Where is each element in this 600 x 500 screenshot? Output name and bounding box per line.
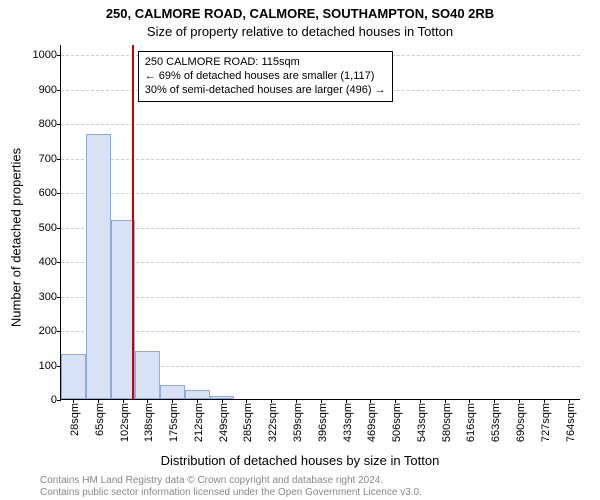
gridline	[61, 262, 580, 263]
xtick-label: 616sqm	[465, 399, 477, 442]
plot-inner: 0100200300400500600700800900100028sqm65s…	[60, 45, 580, 400]
page-subtitle: Size of property relative to detached ho…	[0, 24, 600, 39]
xtick-label: 359sqm	[292, 399, 304, 442]
y-axis-label: Number of detached properties	[9, 48, 24, 428]
plot-area: 0100200300400500600700800900100028sqm65s…	[60, 45, 580, 400]
annotation-line-2: ← 69% of detached houses are smaller (1,…	[145, 70, 386, 84]
ytick-label: 700	[39, 153, 61, 165]
xtick-label: 764sqm	[565, 399, 577, 442]
histogram-bar	[86, 134, 111, 399]
annotation-box: 250 CALMORE ROAD: 115sqm← 69% of detache…	[138, 51, 393, 102]
xtick-label: 249sqm	[218, 399, 230, 442]
xtick-label: 396sqm	[317, 399, 329, 442]
gridline	[61, 193, 580, 194]
xtick-label: 433sqm	[342, 399, 354, 442]
xtick-label: 322sqm	[267, 399, 279, 442]
ytick-label: 900	[39, 84, 61, 96]
histogram-bar	[61, 354, 86, 399]
ytick-label: 600	[39, 187, 61, 199]
xtick-label: 138sqm	[143, 399, 155, 442]
xtick-label: 65sqm	[94, 399, 106, 436]
xtick-label: 506sqm	[391, 399, 403, 442]
credits-line-1: Contains HM Land Registry data © Crown c…	[40, 475, 560, 487]
gridline	[61, 124, 580, 125]
gridline	[61, 331, 580, 332]
xtick-label: 285sqm	[242, 399, 254, 442]
ytick-label: 1000	[33, 49, 61, 61]
xtick-label: 175sqm	[168, 399, 180, 442]
xtick-label: 727sqm	[540, 399, 552, 442]
credits: Contains HM Land Registry data © Crown c…	[40, 475, 560, 498]
page-title: 250, CALMORE ROAD, CALMORE, SOUTHAMPTON,…	[0, 6, 600, 21]
histogram-bar	[135, 351, 160, 399]
xtick-label: 28sqm	[69, 399, 81, 436]
xtick-label: 580sqm	[441, 399, 453, 442]
histogram-bar	[160, 385, 185, 399]
ytick-label: 100	[39, 360, 61, 372]
ytick-label: 800	[39, 118, 61, 130]
marker-line	[132, 45, 134, 399]
histogram-bar	[185, 390, 210, 399]
ytick-label: 400	[39, 256, 61, 268]
ytick-label: 0	[51, 394, 61, 406]
chart-container: 250, CALMORE ROAD, CALMORE, SOUTHAMPTON,…	[0, 0, 600, 500]
x-axis-label: Distribution of detached houses by size …	[0, 453, 600, 468]
gridline	[61, 297, 580, 298]
annotation-line-1: 250 CALMORE ROAD: 115sqm	[145, 56, 386, 70]
xtick-label: 102sqm	[119, 399, 131, 442]
xtick-label: 469sqm	[366, 399, 378, 442]
xtick-label: 212sqm	[193, 399, 205, 442]
ytick-label: 500	[39, 222, 61, 234]
xtick-label: 653sqm	[490, 399, 502, 442]
xtick-label: 690sqm	[515, 399, 527, 442]
gridline	[61, 159, 580, 160]
xtick-label: 543sqm	[416, 399, 428, 442]
ytick-label: 200	[39, 325, 61, 337]
annotation-line-3: 30% of semi-detached houses are larger (…	[145, 84, 386, 98]
credits-line-2: Contains public sector information licen…	[40, 487, 560, 499]
ytick-label: 300	[39, 291, 61, 303]
gridline	[61, 228, 580, 229]
